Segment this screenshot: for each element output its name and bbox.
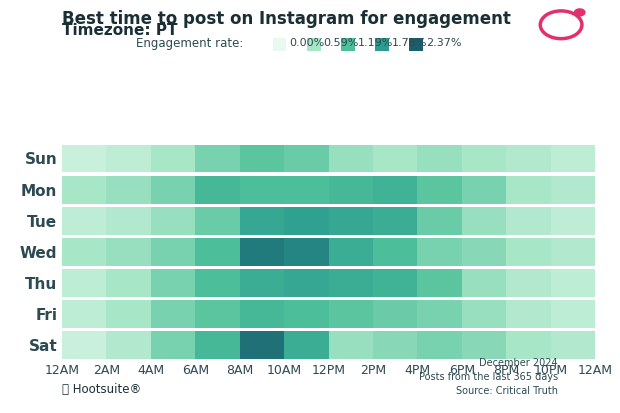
Bar (373, 332, 417, 359)
Bar (417, 207, 462, 235)
Bar (551, 238, 595, 266)
Bar (240, 145, 284, 172)
Bar (462, 269, 507, 297)
Text: 🦉 Hootsuite®: 🦉 Hootsuite® (62, 384, 141, 396)
Bar (329, 300, 373, 328)
Bar (240, 207, 284, 235)
Bar (507, 238, 551, 266)
Bar (551, 269, 595, 297)
Bar (373, 269, 417, 297)
Bar (240, 269, 284, 297)
Bar (373, 145, 417, 172)
Bar (62, 145, 107, 172)
Bar (107, 269, 151, 297)
Bar (284, 300, 329, 328)
Bar (462, 238, 507, 266)
Bar (195, 176, 240, 204)
Bar (151, 207, 195, 235)
Bar (151, 300, 195, 328)
Bar (329, 332, 373, 359)
Bar (462, 332, 507, 359)
Bar (284, 269, 329, 297)
Bar (62, 176, 107, 204)
Text: Timezone: PT: Timezone: PT (62, 23, 177, 38)
Text: December 2024
Posts from the last 365 days
Source: Critical Truth: December 2024 Posts from the last 365 da… (419, 358, 558, 396)
Bar (462, 145, 507, 172)
Bar (284, 176, 329, 204)
Bar (507, 145, 551, 172)
Bar (417, 238, 462, 266)
Text: 1.78%: 1.78% (392, 38, 427, 48)
Bar (551, 207, 595, 235)
Bar (417, 145, 462, 172)
Bar (417, 176, 462, 204)
Bar (195, 238, 240, 266)
Bar (151, 145, 195, 172)
Bar (62, 300, 107, 328)
Text: 0.00%: 0.00% (290, 38, 325, 48)
Bar (107, 207, 151, 235)
Bar (507, 332, 551, 359)
Bar (151, 238, 195, 266)
Text: 2.37%: 2.37% (426, 38, 461, 48)
Bar (507, 269, 551, 297)
Bar (62, 238, 107, 266)
Bar (551, 332, 595, 359)
Bar (151, 269, 195, 297)
Bar (329, 238, 373, 266)
Bar (107, 300, 151, 328)
Bar (284, 332, 329, 359)
Bar (373, 207, 417, 235)
Text: 1.19%: 1.19% (358, 38, 393, 48)
Bar (107, 332, 151, 359)
Bar (107, 176, 151, 204)
Bar (551, 176, 595, 204)
Bar (462, 207, 507, 235)
Bar (373, 176, 417, 204)
Bar (107, 238, 151, 266)
Bar (195, 145, 240, 172)
Text: Engagement rate:: Engagement rate: (136, 37, 244, 50)
Bar (373, 238, 417, 266)
Bar (62, 207, 107, 235)
Bar (151, 332, 195, 359)
Text: Best time to post on Instagram for engagement: Best time to post on Instagram for engag… (62, 10, 511, 28)
Bar (195, 269, 240, 297)
Bar (62, 269, 107, 297)
Bar (373, 300, 417, 328)
Bar (284, 207, 329, 235)
FancyBboxPatch shape (516, 0, 606, 55)
Bar (507, 300, 551, 328)
Circle shape (575, 9, 585, 16)
Bar (329, 145, 373, 172)
Bar (417, 300, 462, 328)
Bar (240, 332, 284, 359)
Bar (462, 300, 507, 328)
Bar (195, 300, 240, 328)
Bar (329, 269, 373, 297)
Bar (462, 176, 507, 204)
Text: 0.59%: 0.59% (324, 38, 359, 48)
Bar (151, 176, 195, 204)
Bar (284, 145, 329, 172)
Bar (551, 145, 595, 172)
Bar (507, 207, 551, 235)
Bar (551, 300, 595, 328)
Bar (240, 300, 284, 328)
Bar (417, 269, 462, 297)
Bar (284, 238, 329, 266)
Bar (417, 332, 462, 359)
Bar (107, 145, 151, 172)
Bar (329, 176, 373, 204)
Bar (62, 332, 107, 359)
Bar (329, 207, 373, 235)
Bar (195, 207, 240, 235)
Bar (507, 176, 551, 204)
Bar (195, 332, 240, 359)
Bar (240, 238, 284, 266)
Bar (240, 176, 284, 204)
